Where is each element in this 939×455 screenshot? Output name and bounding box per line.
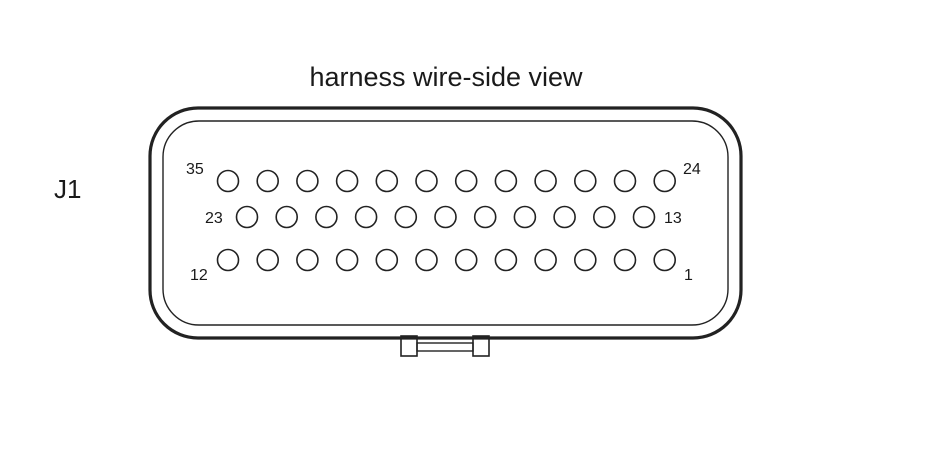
pin-top-7 bbox=[454, 169, 478, 193]
pin-bottom-8 bbox=[494, 248, 518, 272]
pin-label-top-left: 35 bbox=[186, 161, 204, 178]
pin-bottom-1 bbox=[216, 248, 240, 272]
locking-latch bbox=[400, 335, 490, 357]
pin-top-4 bbox=[335, 169, 359, 193]
pin-top-6 bbox=[415, 169, 438, 193]
pin-middle-1 bbox=[235, 205, 259, 229]
pin-bottom-11 bbox=[613, 248, 637, 272]
pin-bottom-10 bbox=[573, 248, 597, 272]
pin-top-3 bbox=[296, 169, 319, 193]
pin-bottom-2 bbox=[256, 248, 280, 272]
pin-middle-9 bbox=[553, 205, 576, 229]
pin-middle-10 bbox=[592, 205, 616, 229]
pin-top-12 bbox=[653, 169, 677, 193]
pin-bottom-4 bbox=[335, 248, 359, 272]
pin-middle-6 bbox=[434, 205, 457, 229]
pin-label-top-right: 24 bbox=[683, 161, 701, 178]
pin-middle-2 bbox=[275, 205, 299, 229]
pin-middle-11 bbox=[632, 205, 656, 229]
pin-top-11 bbox=[613, 169, 637, 193]
pin-bottom-3 bbox=[296, 248, 319, 272]
pin-top-1 bbox=[216, 169, 240, 193]
pin-top-10 bbox=[573, 169, 597, 193]
pin-bottom-9 bbox=[534, 248, 557, 272]
connector-inner-face bbox=[162, 120, 729, 326]
pin-top-8 bbox=[494, 169, 518, 193]
pin-grid bbox=[216, 169, 677, 272]
pin-middle-5 bbox=[394, 205, 418, 229]
pin-top-2 bbox=[256, 169, 280, 193]
pin-middle-8 bbox=[513, 205, 537, 229]
pin-bottom-6 bbox=[415, 248, 438, 272]
pin-middle-7 bbox=[473, 205, 497, 229]
connector-outer-shell bbox=[148, 106, 743, 340]
pin-label-bottom-left: 12 bbox=[190, 267, 208, 284]
pin-label-bottom-right: 1 bbox=[684, 267, 693, 284]
pin-bottom-12 bbox=[653, 248, 677, 272]
pin-label-middle-left: 23 bbox=[205, 210, 223, 227]
latch-right-post bbox=[472, 335, 490, 357]
pin-top-9 bbox=[534, 169, 557, 193]
diagram-title: harness wire-side view bbox=[309, 62, 583, 92]
latch-bar bbox=[416, 342, 474, 352]
pin-top-5 bbox=[375, 169, 399, 193]
pin-bottom-7 bbox=[454, 248, 478, 272]
connector-label: J1 bbox=[54, 174, 81, 204]
pin-middle-3 bbox=[315, 205, 338, 229]
pin-bottom-5 bbox=[375, 248, 399, 272]
pin-label-middle-right: 13 bbox=[664, 210, 682, 227]
pin-middle-4 bbox=[354, 205, 378, 229]
